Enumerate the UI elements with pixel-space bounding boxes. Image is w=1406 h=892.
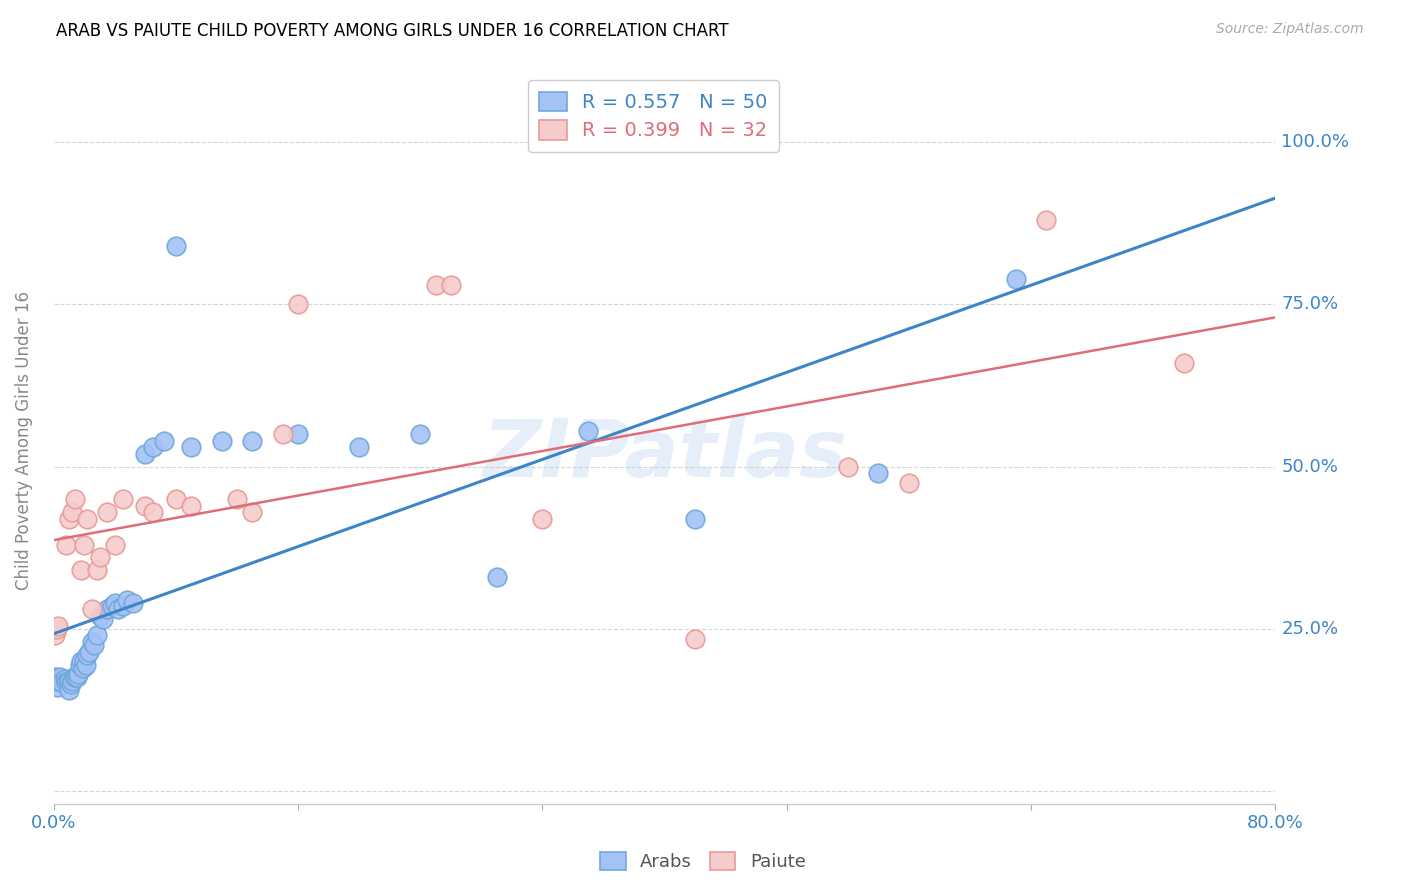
Point: [180, 440, 202, 454]
Point: [111, 492, 134, 507]
Point: [56, 673, 79, 688]
Point: [96, 602, 118, 616]
Point: [440, 278, 463, 293]
Point: [45, 622, 67, 636]
Point: [240, 505, 263, 519]
Point: [1173, 356, 1195, 370]
Point: [837, 459, 859, 474]
Point: [425, 278, 447, 293]
Point: [60, 673, 83, 688]
Point: [287, 297, 309, 311]
Point: [683, 632, 706, 646]
Point: [72, 661, 94, 675]
Point: [271, 427, 294, 442]
Point: [409, 427, 432, 442]
Point: [70, 564, 93, 578]
Point: [89, 608, 111, 623]
Point: [104, 596, 127, 610]
Point: [134, 447, 156, 461]
Point: [101, 599, 124, 614]
Point: [211, 434, 233, 448]
Point: [152, 434, 174, 448]
Point: [115, 592, 138, 607]
Point: [55, 675, 77, 690]
Y-axis label: Child Poverty Among Girls Under 16: Child Poverty Among Girls Under 16: [15, 291, 32, 591]
Point: [683, 511, 706, 525]
Point: [76, 511, 98, 525]
Text: 100.0%: 100.0%: [1281, 133, 1350, 152]
Point: [83, 638, 105, 652]
Point: [80, 602, 103, 616]
Point: [347, 440, 370, 454]
Point: [44, 628, 66, 642]
Point: [58, 683, 80, 698]
Point: [86, 564, 108, 578]
Point: [1004, 271, 1026, 285]
Point: [111, 599, 134, 614]
Point: [107, 602, 129, 616]
Point: [48, 618, 70, 632]
Point: [165, 239, 187, 253]
Point: [48, 673, 70, 688]
Point: [77, 644, 100, 658]
Point: [73, 537, 96, 551]
Point: [226, 492, 249, 507]
Point: [1035, 213, 1057, 227]
Point: [67, 667, 90, 681]
Point: [70, 654, 93, 668]
Point: [122, 596, 145, 610]
Point: [89, 550, 111, 565]
Point: [96, 505, 118, 519]
Legend: Arabs, Paiute: Arabs, Paiute: [593, 846, 813, 879]
Point: [240, 434, 263, 448]
Point: [287, 427, 309, 442]
Point: [60, 505, 83, 519]
Point: [531, 511, 554, 525]
Point: [134, 499, 156, 513]
Point: [58, 511, 80, 525]
Legend: R = 0.557   N = 50, R = 0.399   N = 32: R = 0.557 N = 50, R = 0.399 N = 32: [527, 80, 779, 152]
Point: [63, 492, 86, 507]
Point: [55, 537, 77, 551]
Point: [868, 466, 890, 480]
Point: [86, 628, 108, 642]
Point: [180, 499, 202, 513]
Point: [58, 673, 80, 688]
Point: [91, 612, 114, 626]
Point: [66, 671, 89, 685]
Point: [73, 654, 96, 668]
Text: ARAB VS PAIUTE CHILD POVERTY AMONG GIRLS UNDER 16 CORRELATION CHART: ARAB VS PAIUTE CHILD POVERTY AMONG GIRLS…: [56, 22, 728, 40]
Point: [142, 440, 165, 454]
Point: [53, 673, 76, 687]
Point: [69, 657, 91, 672]
Point: [80, 635, 103, 649]
Text: Source: ZipAtlas.com: Source: ZipAtlas.com: [1216, 22, 1364, 37]
Point: [897, 475, 920, 490]
Point: [45, 680, 67, 694]
Text: 50.0%: 50.0%: [1281, 458, 1339, 475]
Point: [63, 671, 86, 685]
Point: [44, 671, 66, 685]
Point: [75, 657, 97, 672]
Text: 25.0%: 25.0%: [1281, 620, 1339, 638]
Text: 75.0%: 75.0%: [1281, 295, 1339, 313]
Point: [51, 675, 73, 690]
Point: [76, 648, 98, 662]
Text: ZIPatlas: ZIPatlas: [482, 417, 846, 494]
Point: [62, 671, 84, 685]
Point: [485, 570, 508, 584]
Point: [165, 492, 187, 507]
Point: [59, 677, 82, 691]
Point: [576, 424, 599, 438]
Point: [142, 505, 165, 519]
Point: [104, 537, 127, 551]
Point: [49, 671, 72, 685]
